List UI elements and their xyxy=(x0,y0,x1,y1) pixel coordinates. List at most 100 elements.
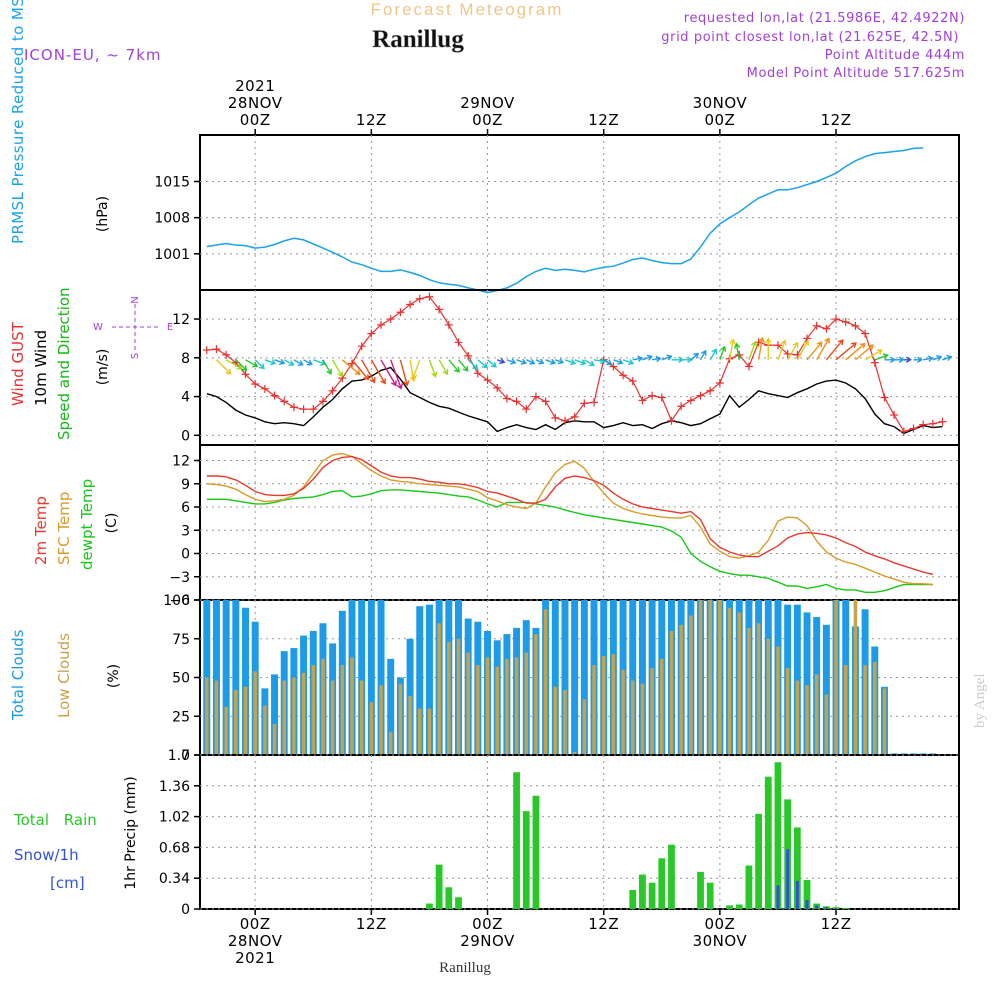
ytick-label-temperature: 0 xyxy=(181,547,190,563)
total-cloud-bar xyxy=(387,658,395,755)
wind-direction-arrow xyxy=(642,354,653,361)
ytick-label-temperature: −6 xyxy=(169,593,190,609)
wind-direction-arrow xyxy=(796,340,809,361)
rain-bar xyxy=(426,903,433,909)
ytick-label-wind: 0 xyxy=(181,428,190,444)
wind-direction-arrow xyxy=(583,359,595,367)
gust-marker xyxy=(773,341,782,350)
rain-bar xyxy=(455,897,462,909)
low-cloud-bar xyxy=(873,662,877,755)
pressure-label-1: PRMSL Pressure Reduced to MSL xyxy=(9,0,27,244)
rain-bar xyxy=(522,811,530,909)
gust-marker xyxy=(706,386,715,395)
low-cloud-bar xyxy=(350,657,354,755)
low-cloud-bar xyxy=(534,634,538,755)
low-cloud-bar xyxy=(214,680,219,755)
low-cloud-bar xyxy=(785,668,790,755)
gust-marker xyxy=(541,397,550,406)
rain-bar xyxy=(793,827,801,909)
gust-marker xyxy=(851,321,860,330)
gust-marker xyxy=(696,391,705,400)
wind-direction-arrow xyxy=(254,359,265,370)
ytick-label-wind: 8 xyxy=(181,351,190,367)
rain-bar xyxy=(658,858,666,909)
low-cloud-bar xyxy=(572,751,577,755)
time-label: 29NOV xyxy=(460,932,515,950)
low-cloud-bar xyxy=(398,683,403,755)
wind-direction-arrow xyxy=(564,358,577,366)
low-cloud-bar xyxy=(427,708,432,755)
total-cloud-bar xyxy=(416,606,424,755)
low-cloud-bar xyxy=(834,600,838,755)
wind-direction-arrow xyxy=(932,355,943,362)
low-cloud-bar xyxy=(631,680,635,755)
total-cloud-bar xyxy=(232,600,240,755)
low-clouds-label: Low Clouds xyxy=(55,633,73,718)
total-cloud-bar xyxy=(629,600,637,755)
wind-direction-arrow xyxy=(225,359,243,370)
gust-marker xyxy=(648,391,657,400)
rain-bar xyxy=(697,871,704,909)
precip-ylabel: 1hr Precip (mm) xyxy=(123,776,139,889)
low-cloud-bar xyxy=(689,615,693,755)
gust-marker xyxy=(251,379,260,388)
gust-marker xyxy=(289,403,298,412)
footer-station: Ranillug xyxy=(439,960,491,976)
gust-marker xyxy=(512,397,521,406)
ytick-label-clouds: 0 xyxy=(181,748,190,764)
total-cloud-bar xyxy=(377,600,385,755)
wind-direction-arrow xyxy=(487,359,497,368)
wind-direction-arrow xyxy=(942,354,953,362)
low-cloud-bar xyxy=(369,702,374,755)
wind-direction-arrow xyxy=(216,359,232,375)
wind-direction-arrow xyxy=(806,341,823,361)
low-cloud-bar xyxy=(737,612,741,755)
gust-marker xyxy=(415,294,424,303)
panel-precip: 0 0.34 0.68 1.02 1.36 1.7 xyxy=(159,748,960,918)
gust-marker xyxy=(318,397,327,406)
ytick-label-wind: 4 xyxy=(181,390,190,406)
low-cloud-bar xyxy=(611,654,616,755)
gust-marker xyxy=(367,329,376,338)
low-cloud-bar xyxy=(814,674,819,755)
wind-direction-arrow xyxy=(777,339,787,361)
low-cloud-bar xyxy=(727,607,732,755)
point-altitude: Point Altitude 444m xyxy=(825,48,965,63)
total-cloud-bar xyxy=(822,624,830,755)
time-label: 29NOV xyxy=(460,94,515,112)
t2m-label: 2m Temp xyxy=(32,496,50,565)
low-cloud-bar xyxy=(330,680,335,755)
wind-direction-arrow xyxy=(545,358,557,365)
gust-marker xyxy=(241,370,250,379)
total-cloud-bar xyxy=(222,600,230,755)
gust-marker xyxy=(677,402,686,411)
rain-bar xyxy=(629,889,637,909)
wind-direction-arrow xyxy=(903,356,912,363)
time-label: 30NOV xyxy=(693,932,748,950)
wind-ylabel: (m/s) xyxy=(95,349,111,386)
ytick-label-clouds: 75 xyxy=(172,632,190,648)
low-cloud-bar xyxy=(563,689,567,755)
low-cloud-bar xyxy=(766,638,771,755)
ytick-label-clouds: 25 xyxy=(172,709,190,725)
low-cloud-bar xyxy=(321,658,325,755)
wind-direction-arrow xyxy=(699,349,707,361)
ytick-label-temperature: −3 xyxy=(169,570,190,586)
time-label: 2021 xyxy=(235,949,275,967)
rain-bar xyxy=(735,904,743,909)
grid-point-lonlat: grid point closest lon,lat (21.625E, 42.… xyxy=(661,30,959,45)
ytick-label-clouds: 100 xyxy=(163,593,190,609)
low-cloud-bar xyxy=(708,600,712,755)
low-cloud-bar xyxy=(263,705,267,755)
wind-direction-arrow xyxy=(331,359,343,378)
gust-marker xyxy=(357,342,366,351)
wind-direction-arrow xyxy=(341,359,361,376)
low-cloud-bar xyxy=(747,627,751,755)
total-cloud-bar xyxy=(551,600,559,755)
gust-marker xyxy=(483,376,492,385)
panel-wind: 0 4 8 12 xyxy=(172,289,960,446)
low-cloud-bar xyxy=(514,657,519,755)
gust-marker xyxy=(715,379,724,387)
total-cloud-bar xyxy=(425,604,433,755)
gust-marker xyxy=(880,393,889,402)
